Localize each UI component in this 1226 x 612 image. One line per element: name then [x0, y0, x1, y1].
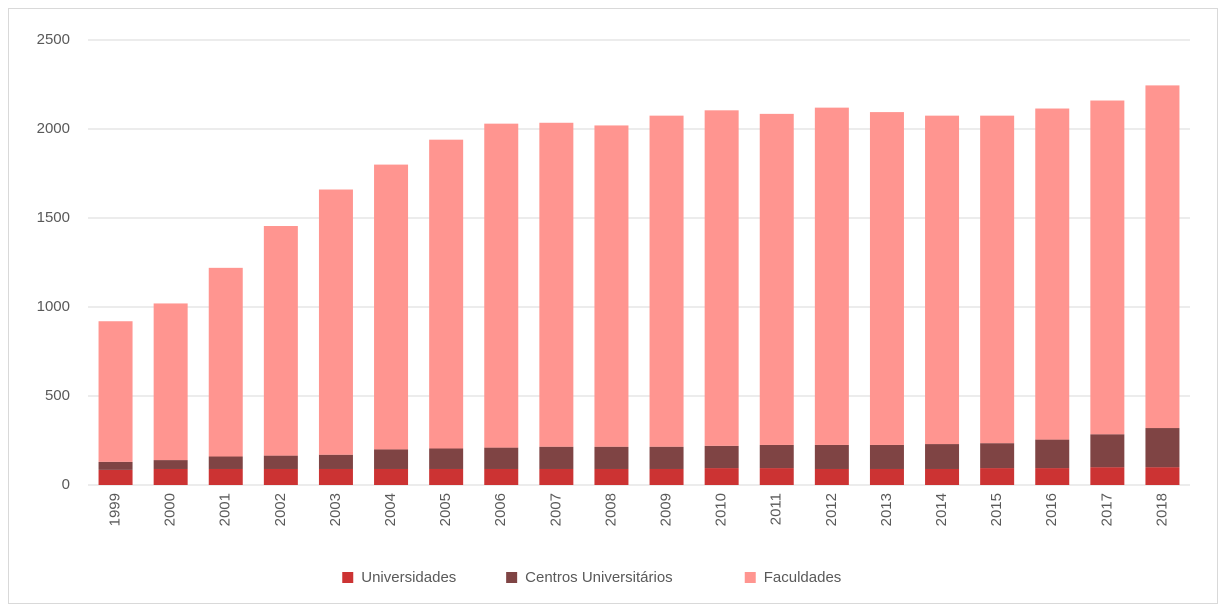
x-tick-label: 2001: [217, 493, 234, 526]
x-tick-label: 2009: [658, 493, 675, 526]
bar-segment: [429, 139, 464, 449]
bar-segment: [374, 449, 409, 469]
bar-segment: [1035, 468, 1070, 485]
x-tick-label: 2012: [823, 493, 840, 526]
bar-segment: [980, 115, 1015, 444]
bar-segment: [814, 468, 849, 485]
bar-segment: [98, 321, 133, 462]
bar-segment: [649, 468, 684, 485]
bar-segment: [429, 468, 464, 485]
bar-segment: [925, 444, 960, 469]
x-tick-label: 2011: [768, 493, 785, 525]
bar-segment: [704, 110, 739, 446]
bar-segment: [98, 469, 133, 485]
bar-segment: [925, 115, 960, 445]
legend-label: Universidades: [361, 569, 456, 586]
bar-segment: [98, 461, 133, 470]
bar-segment: [980, 443, 1015, 469]
x-tick-label: 2013: [878, 493, 895, 526]
bar-segment: [649, 446, 684, 469]
bar-segment: [208, 456, 243, 469]
bar-segment: [318, 468, 353, 485]
x-tick-label: 2006: [492, 493, 509, 526]
bar-segment: [208, 468, 243, 485]
bar-segment: [649, 115, 684, 447]
bar-segment: [484, 447, 519, 469]
bar-segment: [869, 444, 904, 469]
bar-segment: [869, 112, 904, 445]
bar-segment: [814, 444, 849, 469]
bar-segment: [153, 460, 188, 469]
bar-segment: [594, 446, 629, 469]
bar-segment: [374, 164, 409, 450]
x-tick-label: 2003: [327, 493, 344, 526]
bar-segment: [1090, 467, 1125, 485]
bar-segment: [1145, 467, 1180, 485]
bar-segment: [704, 468, 739, 485]
bar-segment: [208, 267, 243, 457]
bar-segment: [980, 468, 1015, 485]
x-tick-label: 2004: [382, 493, 399, 526]
legend-swatch: [506, 572, 518, 583]
x-tick-label: 2007: [547, 493, 564, 526]
legend-label: Faculdades: [764, 569, 842, 586]
bar-segment: [429, 448, 464, 469]
x-tick-label: 2014: [933, 493, 950, 526]
bar-segment: [759, 468, 794, 485]
bar-segment: [925, 468, 960, 485]
bar-segment: [318, 189, 353, 455]
y-tick-label: 500: [45, 387, 70, 404]
bar-segment: [869, 468, 904, 485]
x-tick-label: 2010: [713, 493, 730, 526]
bar-segment: [759, 444, 794, 469]
bar-segment: [1090, 434, 1125, 468]
x-tick-label: 2000: [162, 493, 179, 526]
bar-segment: [484, 123, 519, 448]
bar-segment: [539, 446, 574, 469]
x-tick-label: 2015: [988, 493, 1005, 526]
bar-segment: [759, 113, 794, 445]
bar-segment: [1145, 428, 1180, 468]
bar-segment: [1090, 100, 1125, 435]
bar-segment: [539, 122, 574, 447]
bar-segment: [374, 468, 409, 485]
y-tick-label: 1000: [37, 298, 70, 315]
bar-segment: [263, 468, 298, 485]
legend-label: Centros Universitários: [525, 569, 673, 586]
y-tick-label: 2500: [37, 31, 70, 48]
x-tick-label: 2017: [1098, 493, 1115, 526]
x-tick-label: 2016: [1043, 493, 1060, 526]
legend-swatch: [744, 572, 756, 583]
y-tick-label: 0: [62, 476, 70, 493]
bar-segment: [263, 226, 298, 456]
x-tick-label: 2005: [437, 493, 454, 526]
bar-segment: [539, 468, 574, 485]
bar-segment: [1145, 85, 1180, 429]
legend-swatch: [342, 572, 354, 583]
bar-segment: [153, 303, 188, 461]
bar-segment: [1035, 439, 1070, 469]
bar-segment: [318, 454, 353, 469]
x-tick-label: 2008: [602, 493, 619, 526]
bar-segment: [484, 468, 519, 485]
bar-segment: [704, 445, 739, 469]
bar-segment: [814, 107, 849, 445]
x-tick-label: 2018: [1153, 493, 1170, 526]
y-tick-label: 1500: [37, 209, 70, 226]
bar-segment: [263, 455, 298, 469]
x-tick-label: 1999: [107, 493, 124, 526]
bar-segment: [1035, 108, 1070, 440]
bar-segment: [594, 468, 629, 485]
bar-segment: [153, 468, 188, 485]
x-tick-label: 2002: [272, 493, 289, 526]
y-tick-label: 2000: [37, 120, 70, 137]
bar-segment: [594, 125, 629, 447]
